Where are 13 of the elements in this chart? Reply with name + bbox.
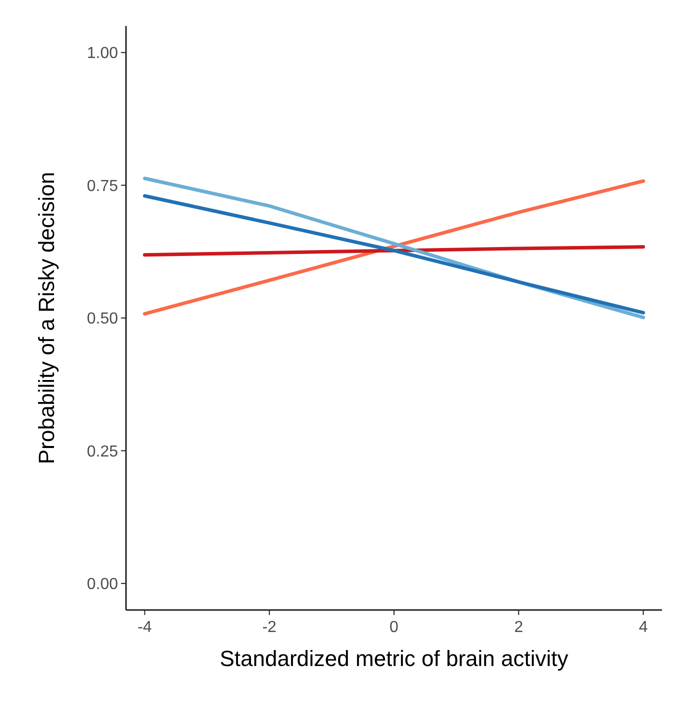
- y-tick-label: 1.00: [86, 45, 118, 62]
- y-tick-label: 0.25: [86, 443, 118, 460]
- y-tick-label: 0.00: [86, 576, 118, 594]
- x-tick-label: -4: [138, 619, 152, 636]
- y-axis-title: Probability of a Risky decision: [34, 172, 59, 464]
- y-tick-label: 0.75: [86, 178, 118, 195]
- line-series: [142, 245, 646, 257]
- x-tick-label: 2: [514, 619, 524, 636]
- x-tick-label: 4: [638, 619, 648, 636]
- x-tick-label: 0: [390, 619, 399, 636]
- y-tick-label: 0.50: [86, 310, 118, 328]
- x-tick-label: -2: [262, 619, 277, 636]
- x-axis-title: Standardized metric of brain activity: [220, 646, 568, 671]
